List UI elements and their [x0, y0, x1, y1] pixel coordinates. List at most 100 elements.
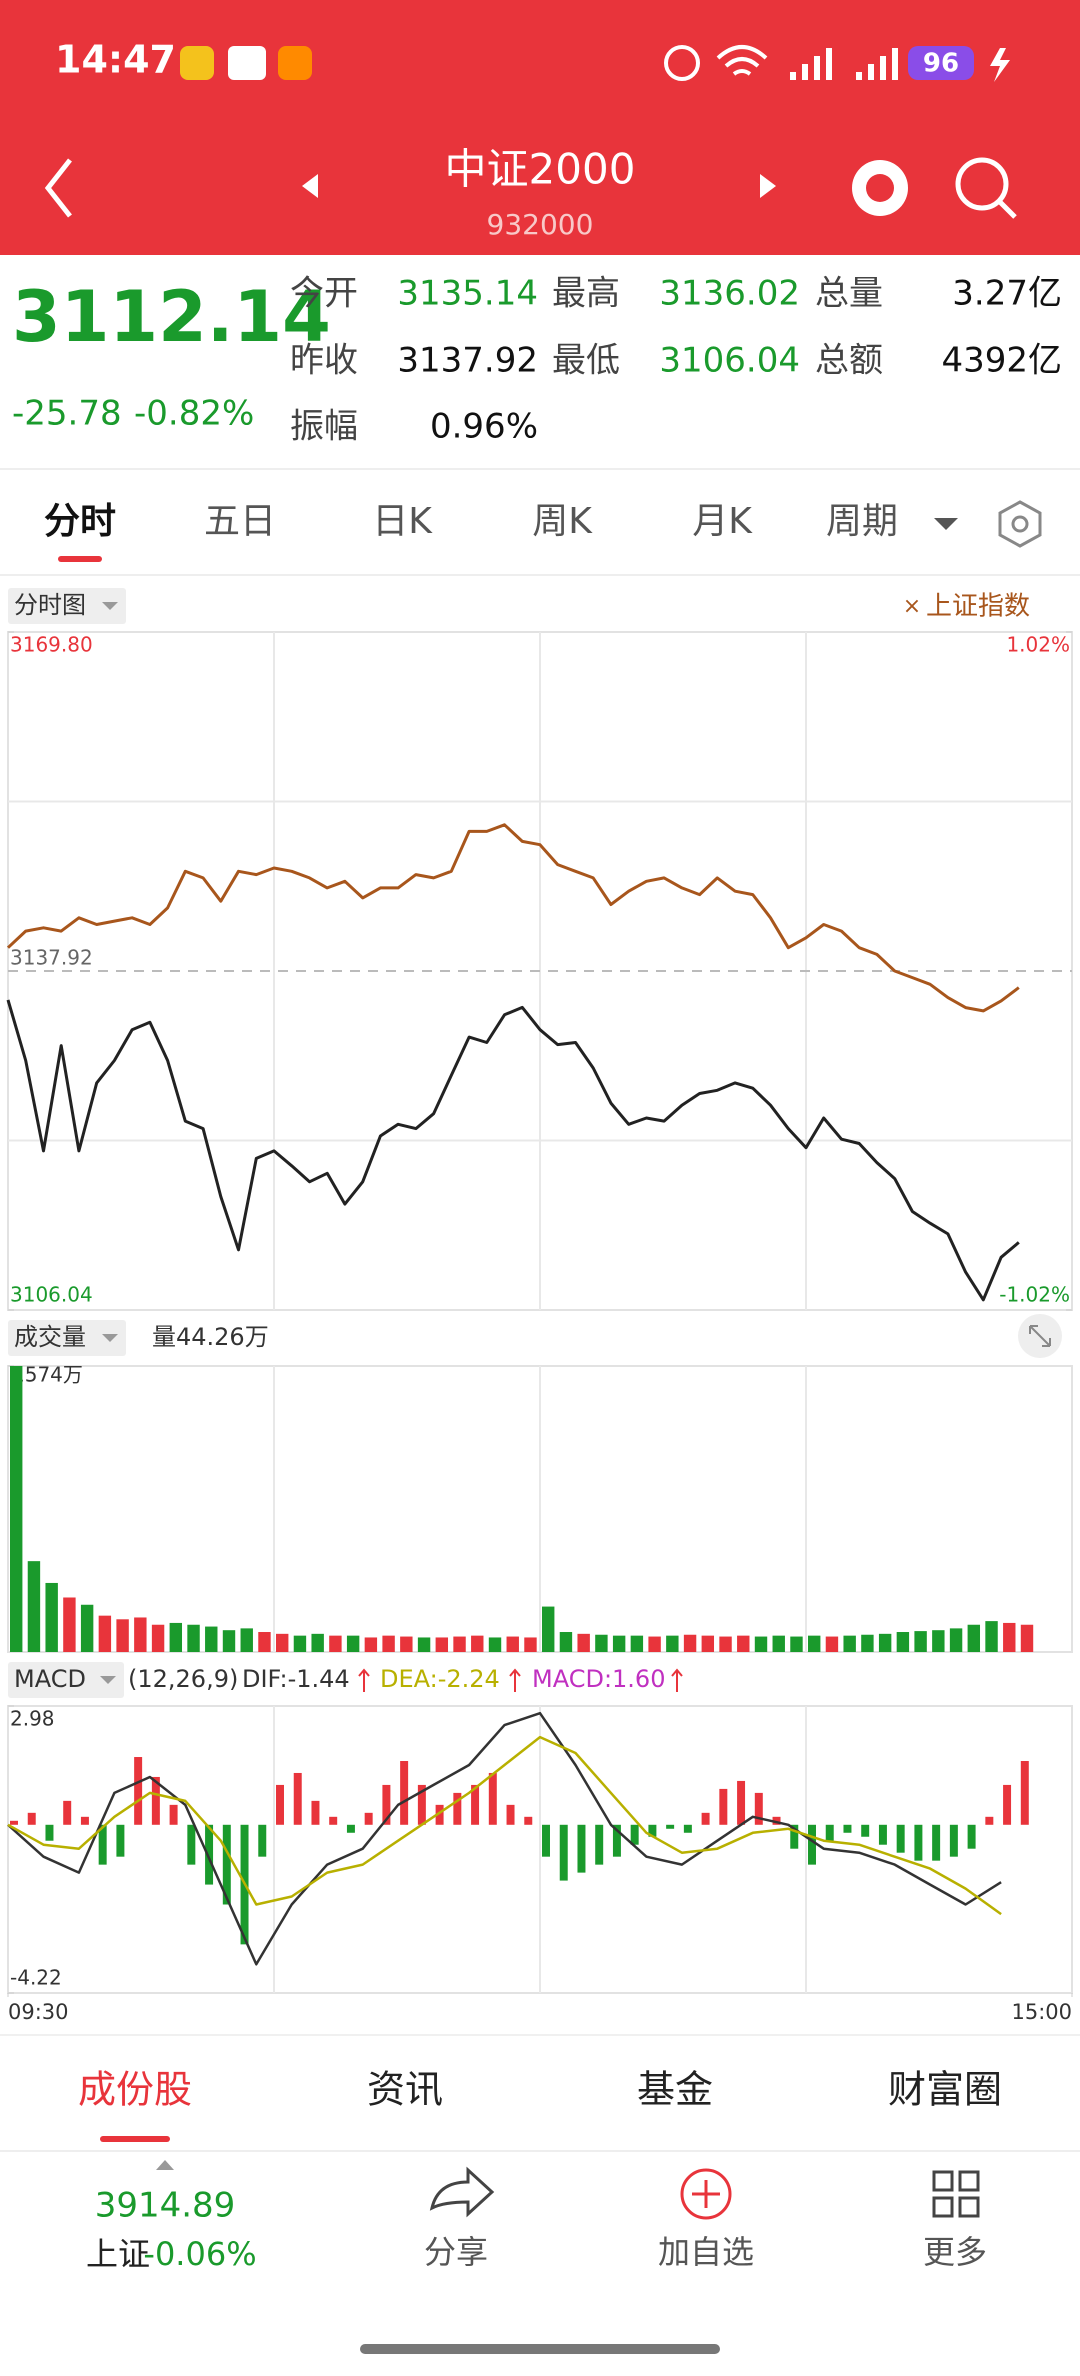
volume-bar — [595, 1634, 608, 1652]
settings-button[interactable] — [998, 500, 1042, 548]
macd-legend: MACD:1.60 — [532, 1665, 665, 1693]
macd-bar — [293, 1772, 302, 1825]
status-time: 14:47 — [55, 38, 176, 82]
y-tick-label: 3106.04 — [10, 1283, 93, 1307]
quote-change: -25.78 — [12, 394, 122, 434]
volume-bar — [896, 1632, 910, 1652]
field-label: 总量 — [815, 274, 883, 314]
battery-level: 96 — [923, 49, 959, 79]
legend-close[interactable]: × — [903, 594, 921, 619]
volume-bar — [524, 1637, 537, 1652]
macd-bar — [364, 1812, 373, 1825]
assistant-eye — [866, 174, 894, 202]
up-arrow — [671, 1668, 683, 1692]
tab-underline — [58, 556, 102, 562]
chart-label[interactable]: 成交量 — [14, 1323, 86, 1351]
volume-bar — [506, 1636, 519, 1652]
macd-legend: DEA:-2.24 — [380, 1665, 500, 1693]
bottom-tab[interactable]: 资讯 — [367, 2068, 443, 2112]
field-value: 3106.04 — [659, 341, 800, 381]
volume-bar — [542, 1606, 555, 1652]
macd-bar — [861, 1824, 870, 1837]
bottom-tab[interactable]: 财富圈 — [888, 2068, 1002, 2112]
field-value: 3135.14 — [397, 274, 538, 314]
share-icon[interactable] — [429, 2166, 495, 2218]
period-tab[interactable]: 月K — [692, 501, 753, 542]
volume-bar — [808, 1635, 821, 1652]
macd-bar — [754, 1792, 763, 1825]
next-button[interactable] — [760, 174, 776, 198]
volume-bar — [630, 1635, 644, 1652]
volume-bar — [80, 1604, 94, 1652]
volume-bar — [27, 1561, 41, 1652]
chart-label-box — [8, 1320, 126, 1356]
macd-bar — [1003, 1784, 1012, 1825]
field-label: 总额 — [815, 341, 883, 381]
macd-bar — [98, 1824, 107, 1865]
add-icon[interactable] — [680, 2168, 732, 2220]
volume-bar — [967, 1624, 981, 1652]
macd-bar — [843, 1824, 852, 1833]
alarm-icon — [664, 45, 700, 81]
field-value: 3137.92 — [397, 341, 538, 381]
volume-bar — [737, 1635, 750, 1652]
macd-bar — [542, 1824, 550, 1857]
dropdown-icon — [934, 518, 958, 530]
index-value: 3914.89 — [95, 2186, 236, 2226]
period-tab[interactable]: 周K — [532, 501, 593, 542]
volume-bar — [98, 1615, 112, 1652]
prev-button[interactable] — [302, 174, 318, 198]
y-tick-label: 3169.80 — [10, 633, 93, 657]
action-label[interactable]: 更多 — [923, 2233, 987, 2271]
macd-bar — [666, 1824, 675, 1829]
more-icon[interactable] — [932, 2170, 980, 2218]
divider — [0, 2034, 1080, 2036]
macd-bar — [719, 1788, 728, 1825]
period-tab[interactable]: 周期 — [826, 501, 898, 542]
volume-bar — [985, 1621, 998, 1652]
period-tab[interactable]: 分时 — [44, 501, 116, 542]
action-label[interactable]: 加自选 — [658, 2233, 754, 2271]
macd-bar — [1020, 1761, 1029, 1825]
price-line — [6, 823, 1020, 1013]
dropdown-icon — [100, 1676, 116, 1684]
macd-bar — [311, 1800, 320, 1825]
signal-icon — [790, 48, 898, 80]
volume-bar — [10, 1366, 23, 1652]
search-handle — [997, 199, 1017, 219]
action-label[interactable]: 分享 — [424, 2233, 488, 2271]
expand-icon[interactable] — [156, 2160, 174, 2170]
volume-bar — [843, 1635, 856, 1652]
macd-bar — [524, 1816, 533, 1825]
volume-bar — [949, 1628, 963, 1652]
macd-bar — [559, 1824, 568, 1881]
back-button[interactable] — [44, 158, 72, 218]
volume-bar — [453, 1636, 466, 1652]
field-label: 振幅 — [290, 407, 358, 447]
search-button[interactable] — [955, 157, 1009, 211]
volume-bar — [329, 1635, 342, 1652]
chart-label[interactable]: 分时图 — [14, 591, 86, 619]
volume-bar — [169, 1622, 183, 1652]
macd-bar — [878, 1824, 887, 1845]
quote-change-pct: -0.82% — [134, 394, 254, 434]
volume-bar — [701, 1635, 715, 1652]
app-icon — [278, 46, 312, 80]
x-tick-label: 09:30 — [8, 2000, 69, 2024]
chart-label[interactable]: MACD — [14, 1665, 86, 1693]
stock-code: 932000 — [487, 208, 594, 241]
volume-bar — [666, 1635, 679, 1652]
volume-bar — [276, 1633, 289, 1652]
period-tab[interactable]: 五日 — [204, 501, 276, 542]
bottom-tab[interactable]: 基金 — [637, 2068, 713, 2112]
volume-bar — [45, 1582, 58, 1652]
macd-bar — [932, 1824, 941, 1861]
macd-bar — [329, 1816, 338, 1825]
bottom-tab[interactable]: 成份股 — [78, 2068, 192, 2112]
period-tab[interactable]: 日K — [372, 501, 433, 542]
volume-bar — [400, 1636, 413, 1652]
macd-params: (12,26,9) — [128, 1665, 238, 1693]
volume-bar — [612, 1635, 626, 1652]
macd-bar — [471, 1784, 480, 1825]
